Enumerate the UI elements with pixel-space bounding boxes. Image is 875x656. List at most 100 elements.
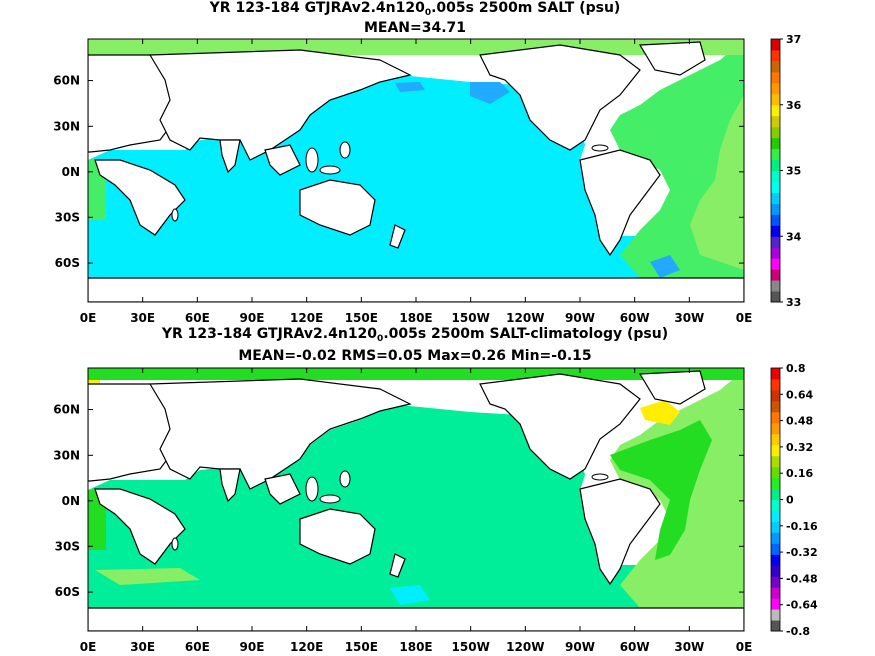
colorbar-swatch xyxy=(771,181,780,193)
colorbar-swatch xyxy=(771,521,780,533)
colorbar-label: -0.16 xyxy=(786,520,818,533)
bottom-map xyxy=(88,368,744,631)
colorbar-swatch xyxy=(771,400,780,413)
lon-label-30w: 30W xyxy=(674,311,704,325)
bottom-south-america xyxy=(579,478,661,586)
bottom-new-zealand xyxy=(389,553,406,578)
bottom-antarctica xyxy=(88,607,744,631)
colorbar-swatch xyxy=(771,543,780,555)
bottom-cyan-patch xyxy=(390,585,430,605)
lon-label-30e: 30E xyxy=(130,640,155,654)
colorbar-swatch xyxy=(771,620,780,632)
colorbar-swatch xyxy=(771,499,780,511)
top-new-zealand xyxy=(389,224,406,249)
lon-label-120e: 120E xyxy=(290,311,323,325)
colorbar-swatch xyxy=(771,159,780,171)
colorbar-swatch xyxy=(771,291,780,303)
lon-label-60e: 60E xyxy=(185,640,210,654)
colorbar-swatch xyxy=(771,554,780,566)
top-south-america xyxy=(579,149,661,257)
bottom-se-asia xyxy=(264,473,301,505)
lon-label-120w: 120W xyxy=(506,311,544,325)
colorbar-swatch xyxy=(771,225,780,237)
lon-label-120w: 120W xyxy=(506,640,544,654)
top-greenland xyxy=(638,41,706,76)
colorbar-swatch xyxy=(771,576,780,588)
colorbar-swatch xyxy=(771,60,780,73)
lat-label-0n: 0N xyxy=(62,165,80,179)
colorbar-swatch xyxy=(771,192,780,204)
lat-label-60n: 60N xyxy=(53,74,80,88)
lon-label-60e: 60E xyxy=(185,311,210,325)
colorbar-label: 0.8 xyxy=(786,362,806,375)
colorbar-swatch xyxy=(771,587,780,599)
top-panel-title: YR 123-184 GTJRAv2.4n1200.005s 2500m SAL… xyxy=(209,0,621,18)
top-panel-stats: MEAN=34.71 xyxy=(363,20,467,36)
colorbar-swatch xyxy=(771,565,780,577)
colorbar-swatch xyxy=(771,49,780,62)
lat-label-30s: 30S xyxy=(55,539,80,553)
colorbar-swatch xyxy=(771,411,780,424)
colorbar-swatch xyxy=(771,444,780,457)
colorbar-label: 37 xyxy=(786,33,801,46)
colorbar-label: 0.32 xyxy=(786,441,813,454)
colorbar-label: -0.8 xyxy=(786,625,810,638)
colorbar-swatch xyxy=(771,104,780,117)
colorbar-swatch xyxy=(771,71,780,84)
bottom-colorbar: 0.8 0.64 0.48 0.32 0.16 0 -0.16 -0.32 -0.48 -0.64… xyxy=(770,362,818,638)
lon-label-90w: 90W xyxy=(565,311,595,325)
top-land xyxy=(88,41,744,302)
colorbar-swatch xyxy=(771,433,780,446)
lon-label-180e: 180E xyxy=(399,311,432,325)
lon-label-150e: 150E xyxy=(345,311,378,325)
top-gulf-patch xyxy=(395,82,425,92)
bottom-greenland xyxy=(638,370,706,405)
colorbar-swatch xyxy=(771,247,780,259)
top-south-atlantic-patch xyxy=(650,255,680,278)
colorbar-swatch xyxy=(771,510,780,522)
colorbar-swatch xyxy=(771,609,780,621)
bottom-africa-south xyxy=(94,488,186,565)
lon-label-180e: 180E xyxy=(399,640,432,654)
colorbar-swatch xyxy=(771,258,780,270)
top-indo-pacific-ocean xyxy=(88,75,615,278)
top-india xyxy=(219,139,241,174)
lat-label-60s: 60S xyxy=(55,585,80,599)
bottom-land xyxy=(88,370,744,631)
lon-label-150e: 150E xyxy=(345,640,378,654)
top-islands xyxy=(171,141,609,222)
lon-label-0e: 0E xyxy=(736,640,753,654)
colorbar-swatch xyxy=(771,598,780,610)
lat-label-30s: 30S xyxy=(55,210,80,224)
lon-label-150w: 150W xyxy=(452,311,490,325)
top-north-america xyxy=(479,44,641,151)
lon-label-120e: 120E xyxy=(290,640,323,654)
bottom-australia xyxy=(299,508,376,565)
colorbar-swatch xyxy=(771,280,780,292)
lon-label-60w: 60W xyxy=(620,640,650,654)
bottom-panel-stats: MEAN=-0.02 RMS=0.05 Max=0.26 Min=-0.15 xyxy=(238,348,592,364)
colorbar-label: 0.16 xyxy=(786,467,813,480)
lon-label-30w: 30W xyxy=(674,640,704,654)
colorbar-label: 36 xyxy=(786,99,802,112)
top-se-asia xyxy=(264,144,301,176)
colorbar-label: 34 xyxy=(786,230,802,243)
lon-label-30e: 30E xyxy=(130,311,155,325)
colorbar-swatch xyxy=(771,368,780,380)
bottom-lightgreen-south xyxy=(95,568,200,585)
lat-label-30n: 30N xyxy=(53,448,80,462)
top-antarctica xyxy=(88,277,744,302)
colorbar-swatch xyxy=(771,137,780,150)
colorbar-swatch xyxy=(771,214,780,226)
colorbar-swatch xyxy=(771,466,780,479)
bottom-islands xyxy=(171,470,609,551)
top-bering-patch xyxy=(470,82,510,104)
colorbar-swatch xyxy=(771,488,780,500)
bottom-indo-pacific-ocean xyxy=(88,405,615,608)
lon-label-90e: 90E xyxy=(240,311,265,325)
colorbar-swatch xyxy=(771,477,780,490)
lat-label-0n: 0N xyxy=(62,494,80,508)
top-atlantic-inner xyxy=(690,95,744,270)
colorbar-label: 0 xyxy=(786,494,794,507)
lon-label-0e: 0E xyxy=(736,311,753,325)
